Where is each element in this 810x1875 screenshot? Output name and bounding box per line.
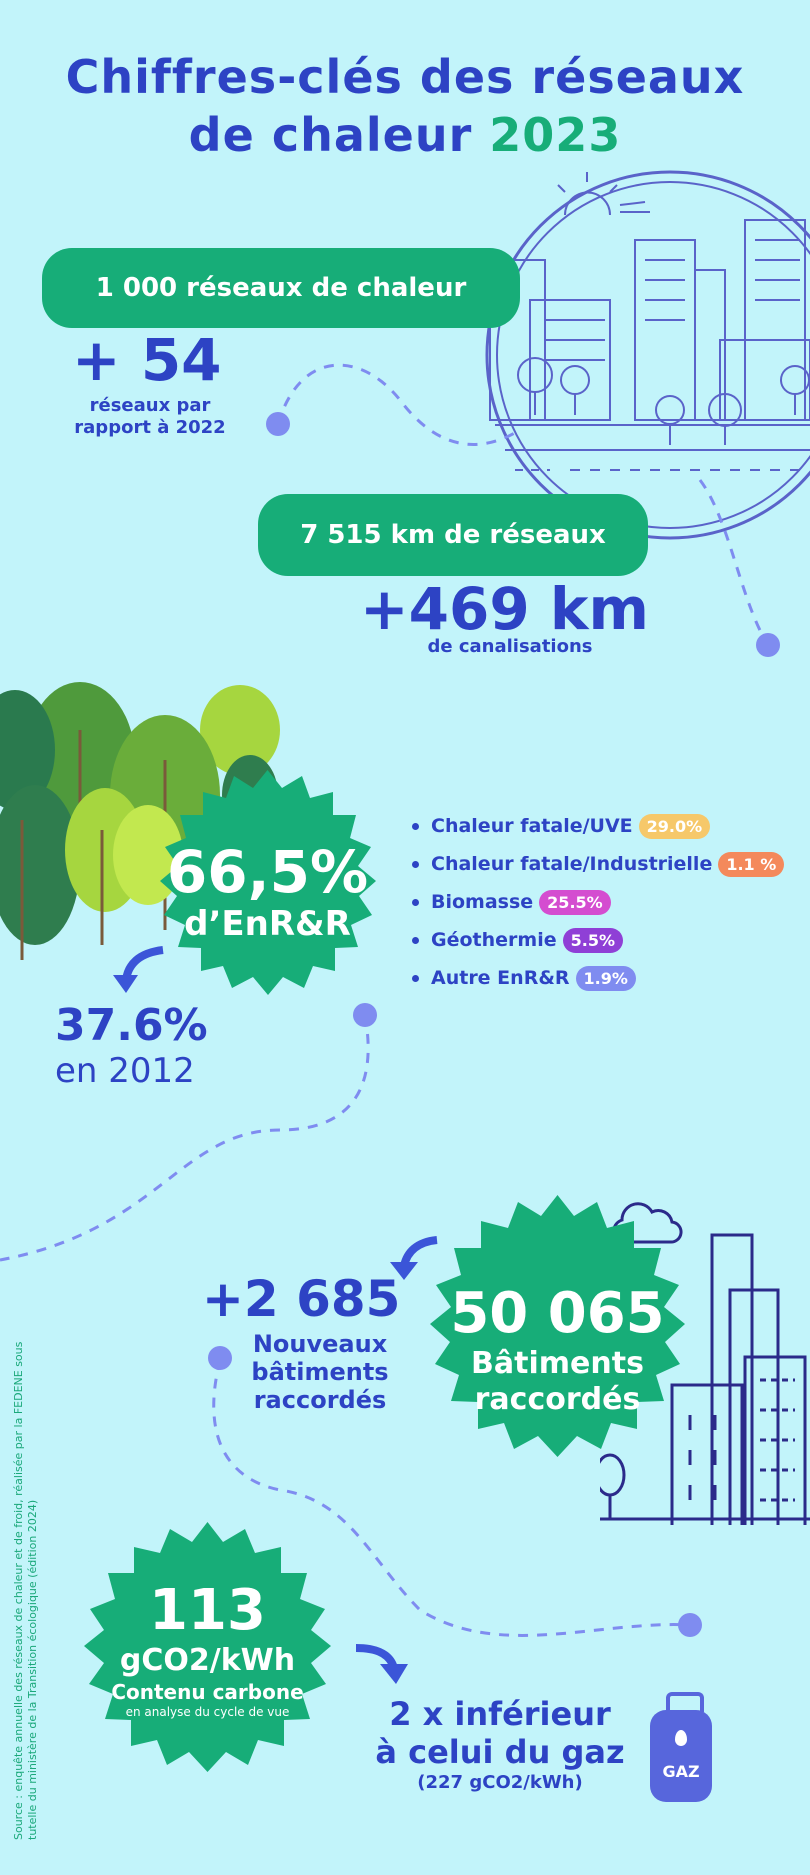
drop-icon <box>675 1730 687 1746</box>
plus-sign: + <box>360 575 409 643</box>
bullet-icon <box>412 936 419 944</box>
carbon-label: Contenu carbone <box>111 1680 304 1704</box>
length-delta: +469 km <box>360 574 649 644</box>
carbon-unit: gCO2/kWh <box>119 1643 296 1678</box>
buildings-value: 50 065 <box>450 1281 665 1346</box>
buildings-caption-line-2: bâtiments <box>251 1358 389 1386</box>
legend-item: Biomasse 25.5% <box>412 883 784 921</box>
gas-label: GAZ <box>662 1762 700 1781</box>
bullet-icon <box>412 822 419 830</box>
title-line-2-text: de chaleur <box>188 108 473 162</box>
networks-delta: + 54 <box>72 325 222 395</box>
legend-label: Autre EnR&R <box>431 967 570 989</box>
forest-illustration <box>0 682 280 960</box>
gas-bottle-body <box>650 1710 712 1802</box>
enrr-breakdown: Chaleur fatale/UVE 29.0% Chaleur fatale/… <box>412 807 785 997</box>
legend-value: 29.0% <box>638 813 711 839</box>
buildings-caption-line-1: Nouveaux <box>252 1330 388 1358</box>
buildings-delta-caption: Nouveaux bâtiments raccordés <box>240 1330 400 1414</box>
source-note: Source : enquête annuelle des réseaux de… <box>12 1341 39 1840</box>
enrr-label: d’EnR&R <box>184 904 351 944</box>
legend-value: 1.9% <box>575 965 636 991</box>
legend-item: Chaleur fatale/Industrielle 1.1 % <box>412 845 785 883</box>
title-line-1: Chiffres-clés des réseaux <box>65 50 745 104</box>
legend-label: Biomasse <box>431 891 534 913</box>
legend-value: 5.5% <box>562 927 623 953</box>
buildings-caption-line-3: raccordés <box>253 1386 387 1414</box>
plus-sign: + <box>72 326 121 394</box>
gas-bottle-handle <box>666 1692 704 1712</box>
enrr-badge-shape <box>160 770 376 995</box>
legend-label: Chaleur fatale/Industrielle <box>431 853 713 875</box>
page-title: Chiffres-clés des réseaux de chaleur 202… <box>0 48 810 164</box>
carbon-badge-shape <box>84 1522 331 1772</box>
enrr-2012-value: 37.6% <box>55 1000 208 1051</box>
carbon-value: 113 <box>149 1578 266 1643</box>
bullet-icon <box>412 860 419 868</box>
length-delta-caption: de canalisations <box>427 636 593 657</box>
legend-item: Autre EnR&R 1.9% <box>412 959 784 997</box>
networks-pill: 1 000 réseaux de chaleur <box>42 248 520 328</box>
comparison-line-1: 2 x inférieur <box>389 1695 611 1733</box>
enrr-badge: 66,5% d’EnR&R <box>145 840 390 944</box>
legend-item: Géothermie 5.5% <box>412 921 784 959</box>
legend-item: Chaleur fatale/UVE 29.0% <box>412 807 784 845</box>
networks-caption-line-2: rapport à 2022 <box>74 417 226 438</box>
buildings-label-2: raccordés <box>474 1382 641 1417</box>
comparison-line-3: (227 gCO2/kWh) <box>417 1772 583 1793</box>
legend-label: Géothermie <box>431 929 557 951</box>
networks-delta-caption: réseaux par rapport à 2022 <box>60 395 240 439</box>
length-delta-value: 469 km <box>408 575 649 643</box>
carbon-sublabel: en analyse du cycle de vue <box>125 1705 290 1719</box>
legend-value: 1.1 % <box>718 851 785 877</box>
enrr-value: 66,5% <box>166 838 369 906</box>
gas-bottle-icon: GAZ <box>650 1692 712 1804</box>
buildings-badge: 50 065 Bâtiments raccordés <box>415 1282 700 1418</box>
title-line-2: de chaleur 2023 <box>0 106 810 164</box>
buildings-badge-shape <box>430 1195 685 1457</box>
comparison-line-2: à celui du gaz <box>375 1733 625 1771</box>
buildings-delta-value: 2 685 <box>243 1270 401 1328</box>
networks-caption-line-1: réseaux par <box>89 395 211 416</box>
city-illustration <box>485 170 810 540</box>
curved-arrow-icon <box>390 1236 438 1280</box>
enrr-2012-caption: en 2012 <box>55 1051 195 1091</box>
buildings-delta: +2 685 <box>202 1268 400 1330</box>
carbon-badge: 113 gCO2/kWh Contenu carbone en analyse … <box>70 1580 345 1720</box>
bullet-icon <box>412 974 419 982</box>
buildings-label-1: Bâtiments <box>471 1346 644 1381</box>
curved-arrow-icon <box>355 1644 408 1684</box>
networks-delta-value: 54 <box>140 326 222 394</box>
plus-sign: + <box>202 1270 244 1328</box>
enrr-2012: 37.6% en 2012 <box>55 1000 208 1090</box>
title-year: 2023 <box>489 108 622 162</box>
carbon-comparison: 2 x inférieur à celui du gaz (227 gCO2/k… <box>350 1695 650 1795</box>
length-pill: 7 515 km de réseaux <box>258 494 648 576</box>
curved-arrow-icon <box>113 946 164 993</box>
legend-value: 25.5% <box>539 889 611 915</box>
buildings-illustration <box>600 1202 810 1525</box>
legend-label: Chaleur fatale/UVE <box>431 815 633 837</box>
bullet-icon <box>412 898 419 906</box>
